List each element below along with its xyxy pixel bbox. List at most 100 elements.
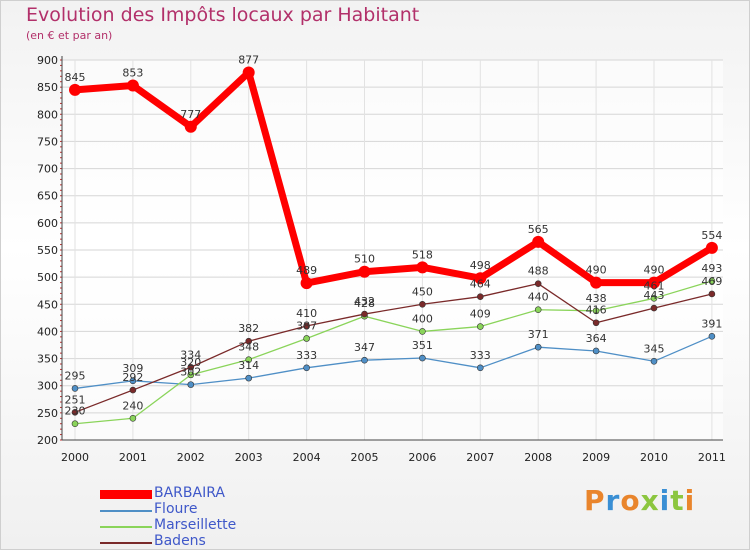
data-point-floure xyxy=(361,356,368,364)
data-point-barbaira xyxy=(590,276,603,289)
y-tick-label: 600 xyxy=(37,217,58,230)
data-label-barbaira: 489 xyxy=(296,264,317,277)
brand-letter: i xyxy=(659,484,671,517)
data-label-floure: 314 xyxy=(238,359,259,372)
data-label-marseillette: 387 xyxy=(296,319,317,332)
data-point-marseillette xyxy=(71,420,79,428)
x-tick-label: 2009 xyxy=(582,451,610,464)
series-line-badens xyxy=(74,283,713,413)
data-label-floure: 351 xyxy=(412,339,433,352)
data-label-floure: 333 xyxy=(296,349,317,362)
data-point-marseillette xyxy=(534,306,542,314)
proxiti-logo: Proxiti xyxy=(584,484,695,517)
data-point-barbaira xyxy=(242,66,255,79)
data-label-barbaira: 777 xyxy=(180,108,201,121)
data-point-barbaira xyxy=(705,241,718,254)
data-point-badens xyxy=(71,409,79,416)
data-point-badens xyxy=(708,290,716,298)
data-label-barbaira: 490 xyxy=(644,264,665,277)
legend-label-marseillette: Marseillette xyxy=(154,517,237,533)
brand-letter: o xyxy=(620,484,641,517)
data-label-barbaira: 518 xyxy=(412,248,433,261)
x-tick-label: 2006 xyxy=(408,451,436,464)
data-label-floure: 391 xyxy=(701,317,722,330)
data-label-floure: 345 xyxy=(644,342,665,355)
legend-swatch-marseillette xyxy=(100,526,152,528)
data-label-floure: 309 xyxy=(122,362,143,375)
data-point-floure xyxy=(129,377,137,385)
data-point-floure xyxy=(303,364,310,372)
data-point-barbaira xyxy=(184,120,197,133)
data-label-badens: 382 xyxy=(238,322,259,335)
x-tick-label: 2010 xyxy=(640,451,668,464)
data-point-marseillette xyxy=(708,277,716,285)
data-point-marseillette xyxy=(303,335,310,342)
x-tick-label: 2007 xyxy=(466,451,494,464)
data-label-barbaira: 490 xyxy=(586,264,607,277)
data-point-floure xyxy=(534,343,542,351)
x-tick-label: 2002 xyxy=(177,451,205,464)
data-label-badens: 416 xyxy=(586,304,607,317)
data-point-floure xyxy=(708,333,716,340)
data-label-badens: 464 xyxy=(470,278,491,291)
data-point-floure xyxy=(592,347,600,355)
data-label-marseillette: 493 xyxy=(701,262,722,275)
y-tick-label: 250 xyxy=(37,407,58,420)
x-tick-label: 2004 xyxy=(293,451,321,464)
data-point-barbaira xyxy=(648,276,660,289)
data-point-floure xyxy=(419,354,426,362)
data-point-floure xyxy=(187,381,195,388)
legend-swatch-badens xyxy=(100,542,152,544)
data-point-marseillette xyxy=(187,371,195,379)
data-label-barbaira: 565 xyxy=(528,223,549,236)
data-point-marseillette xyxy=(650,295,658,302)
brand-letter: t xyxy=(670,484,685,517)
y-tick-label: 750 xyxy=(37,135,58,148)
data-label-floure: 302 xyxy=(180,366,201,379)
data-point-badens xyxy=(650,304,658,312)
data-point-marseillette xyxy=(245,356,252,363)
brand-letter: r xyxy=(605,484,621,517)
y-tick-label: 450 xyxy=(37,298,58,311)
data-label-badens: 443 xyxy=(644,289,665,302)
y-tick-label: 350 xyxy=(37,353,58,366)
series-line-barbaira xyxy=(71,68,716,287)
data-label-floure: 333 xyxy=(470,349,491,362)
data-point-barbaira xyxy=(416,261,429,274)
data-point-badens xyxy=(187,363,195,371)
data-label-marseillette: 230 xyxy=(65,405,86,418)
data-label-marseillette: 428 xyxy=(354,297,375,310)
data-point-badens xyxy=(303,322,310,330)
data-point-floure xyxy=(650,357,658,365)
data-point-floure xyxy=(71,385,79,392)
y-tick-label: 800 xyxy=(37,108,58,121)
x-tick-label: 2000 xyxy=(61,451,89,464)
y-tick-label: 500 xyxy=(37,271,58,284)
data-label-marseillette: 409 xyxy=(470,308,491,321)
chart-subtitle: (en € et par an) xyxy=(26,29,113,42)
data-label-floure: 371 xyxy=(528,328,549,341)
y-tick-label: 300 xyxy=(37,380,58,393)
data-point-floure xyxy=(245,374,252,382)
legend-label-barbaira: BARBAIRA xyxy=(154,485,225,501)
data-point-barbaira xyxy=(474,272,487,285)
y-tick-label: 550 xyxy=(37,244,58,257)
data-point-badens xyxy=(129,386,137,394)
data-label-marseillette: 320 xyxy=(180,356,201,369)
data-point-marseillette xyxy=(419,328,426,335)
data-point-barbaira xyxy=(532,235,545,248)
data-label-marseillette: 240 xyxy=(122,399,143,412)
data-label-badens: 292 xyxy=(122,371,143,384)
data-point-barbaira xyxy=(126,79,139,92)
data-label-barbaira: 853 xyxy=(122,67,143,80)
data-point-marseillette xyxy=(592,307,600,315)
data-label-badens: 432 xyxy=(354,295,375,308)
data-point-barbaira xyxy=(69,83,81,96)
data-label-badens: 469 xyxy=(701,275,722,288)
data-label-floure: 347 xyxy=(354,341,375,354)
data-label-barbaira: 554 xyxy=(701,229,722,242)
x-tick-label: 2003 xyxy=(235,451,263,464)
data-point-badens xyxy=(476,293,484,300)
legend-label-badens: Badens xyxy=(154,533,206,549)
